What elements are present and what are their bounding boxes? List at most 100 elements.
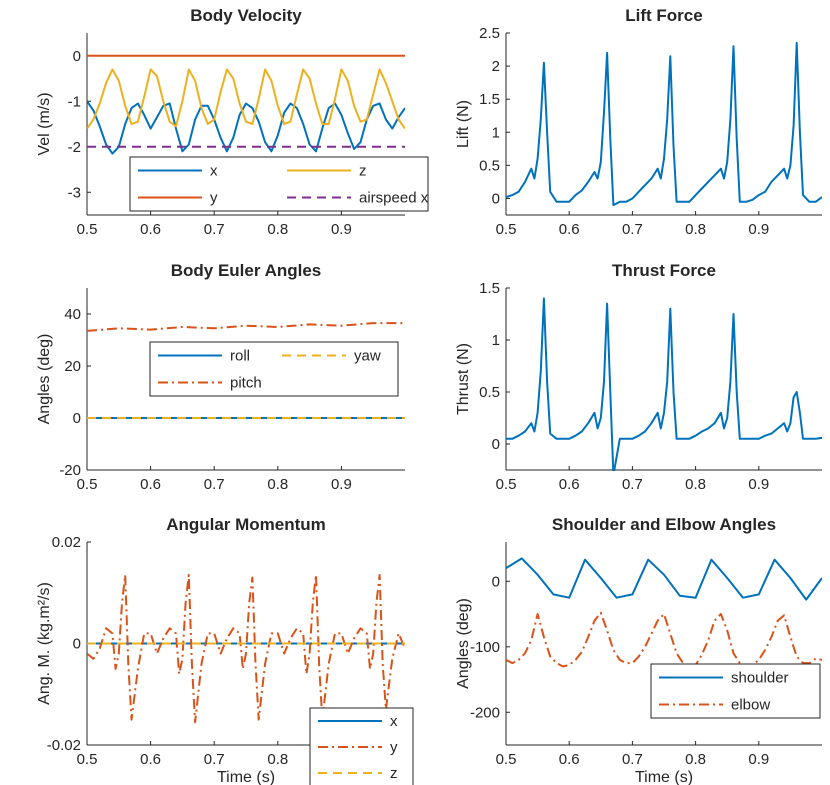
legend-label: roll xyxy=(230,348,250,365)
x-axis-label: Time (s) xyxy=(217,769,275,785)
x-tick-label: 0.9 xyxy=(748,751,769,768)
x-tick-label: 0.7 xyxy=(204,221,225,238)
y-tick-label: 0.5 xyxy=(479,384,500,401)
y-axis-label: Angles (deg) xyxy=(455,598,472,689)
legend-box xyxy=(129,156,429,212)
series-line-elbow xyxy=(506,611,822,669)
chart-title: Lift Force xyxy=(625,6,702,25)
y-tick-label: 2 xyxy=(492,58,500,75)
legend-label: z xyxy=(390,765,398,782)
x-axis-label: Time (s) xyxy=(635,769,693,785)
y-tick-label: 0 xyxy=(492,436,500,453)
legend-box xyxy=(650,663,821,719)
series-line-shoulder xyxy=(506,557,822,601)
y-tick-label: -1 xyxy=(68,93,81,110)
x-tick-label: 0.8 xyxy=(685,221,706,238)
y-tick-label: 2.5 xyxy=(479,25,500,42)
x-tick-label: 0.9 xyxy=(331,221,352,238)
y-tick-label: 0 xyxy=(73,410,81,427)
legend-label: shoulder xyxy=(731,670,789,687)
legend-box xyxy=(149,341,399,397)
series-line-z xyxy=(87,68,405,130)
series-group xyxy=(506,557,822,669)
x-tick-label: 0.9 xyxy=(748,476,769,493)
x-tick-label: 0.6 xyxy=(140,221,161,238)
y-tick-label: 40 xyxy=(64,306,81,323)
chart-lift-force: 0.5 0.6 0.7 0.8 0.9 0 0.5 1 1.5 2 2.5 Lift Force Lif… xyxy=(455,6,822,238)
series-line-pitch xyxy=(87,322,405,332)
series-line-Lift xyxy=(506,41,822,207)
y-axis-label: Lift (N) xyxy=(455,100,472,148)
x-tick-label: 0.5 xyxy=(77,476,98,493)
legend-label: pitch xyxy=(230,375,262,392)
x-tick-label: 0.5 xyxy=(77,221,98,238)
y-tick-label: -20 xyxy=(59,462,81,479)
y-axis-label: Angles (deg) xyxy=(36,334,53,425)
legend: roll pitch yaw xyxy=(149,341,399,397)
y-tick-label: -0.02 xyxy=(47,737,81,754)
x-tick-label: 0.8 xyxy=(267,221,288,238)
x-tick-label: 0.7 xyxy=(622,751,643,768)
chart-title: Thrust Force xyxy=(612,261,716,280)
y-tick-label: 20 xyxy=(64,358,81,375)
y-tick-label: 0 xyxy=(492,190,500,207)
legend-label: y xyxy=(210,190,218,207)
x-tick-label: 0.5 xyxy=(77,751,98,768)
x-tick-label: 0.7 xyxy=(204,751,225,768)
x-tick-label: 0.7 xyxy=(622,221,643,238)
chart-title: Angular Momentum xyxy=(166,515,326,534)
y-tick-label: 1 xyxy=(492,332,500,349)
legend: shoulder elbow xyxy=(650,663,821,719)
y-tick-label: 1.5 xyxy=(479,280,500,297)
x-tick-label: 0.6 xyxy=(559,221,580,238)
x-tick-label: 0.8 xyxy=(267,476,288,493)
y-tick-label: -100 xyxy=(470,639,500,656)
legend-label: x xyxy=(390,713,398,730)
x-tick-label: 0.7 xyxy=(622,476,643,493)
legend-label: y xyxy=(390,739,398,756)
y-axis-label: Ang. M. (kg.m²/s) xyxy=(36,582,53,705)
legend: xyz xyxy=(309,707,414,785)
chart-shoulder-elbow-angles: 0.5 0.6 0.7 0.8 0.9 -200 -100 0 Shoulder and Elb… xyxy=(455,515,822,785)
legend-label: elbow xyxy=(731,697,770,714)
y-tick-label: -3 xyxy=(68,184,81,201)
y-axis-label: Vel (m/s) xyxy=(36,92,53,155)
y-tick-label: -200 xyxy=(470,704,500,721)
series-line-x xyxy=(87,100,405,155)
chart-title: Body Velocity xyxy=(190,6,302,25)
x-tick-label: 0.7 xyxy=(204,476,225,493)
x-tick-label: 0.9 xyxy=(748,221,769,238)
chart-body-velocity: 0.5 0.6 0.7 0.8 0.9 -3 -2 -1 0 Body Velocity Vel (… xyxy=(36,6,429,238)
chart-body-euler-angles: 0.5 0.6 0.7 0.8 0.9 -20 0 20 40 Body Euler Angles… xyxy=(36,261,405,493)
x-tick-label: 0.5 xyxy=(496,476,517,493)
series-group xyxy=(506,41,822,207)
y-axis-label: Thrust (N) xyxy=(455,343,472,415)
legend-label: airspeed x xyxy=(359,190,429,207)
y-tick-label: -2 xyxy=(68,139,81,156)
chart-thrust-force: 0.5 0.6 0.7 0.8 0.9 0 0.5 1 1.5 Thrust Force Thrus… xyxy=(455,261,822,493)
y-tick-label: 0 xyxy=(73,48,81,65)
x-tick-label: 0.6 xyxy=(559,751,580,768)
y-tick-label: 0 xyxy=(73,636,81,653)
y-tick-label: 0 xyxy=(492,573,500,590)
legend-label: z xyxy=(359,163,367,180)
y-tick-label: 1 xyxy=(492,124,500,141)
series-group xyxy=(87,574,405,724)
x-tick-label: 0.9 xyxy=(331,476,352,493)
x-tick-label: 0.8 xyxy=(685,476,706,493)
series-group xyxy=(87,322,405,419)
series-line-Thrust xyxy=(506,297,822,471)
x-tick-label: 0.5 xyxy=(496,221,517,238)
series-group xyxy=(87,54,405,155)
legend-label: yaw xyxy=(354,348,381,365)
series-line-y xyxy=(87,574,405,724)
x-tick-label: 0.6 xyxy=(140,751,161,768)
x-tick-label: 0.5 xyxy=(496,751,517,768)
x-tick-label: 0.8 xyxy=(685,751,706,768)
x-tick-label: 0.6 xyxy=(140,476,161,493)
legend: xy z airspeed x xyxy=(129,156,429,212)
y-tick-label: 0.02 xyxy=(52,534,81,551)
series-group xyxy=(506,297,822,471)
